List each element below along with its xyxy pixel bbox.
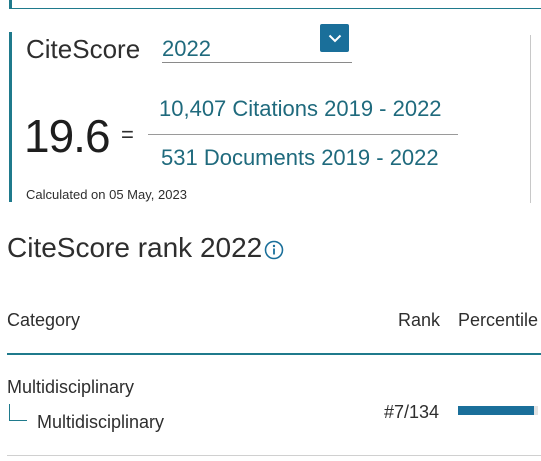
table-bottom-rule [7, 455, 541, 456]
citescore-value: 19.6 [24, 110, 111, 162]
sub-category: Multidisciplinary [37, 412, 165, 432]
citations-link[interactable]: 10,407 Citations 2019 - 2022 [159, 96, 442, 121]
rank-section-title: CiteScore rank 2022 [7, 232, 263, 263]
citescore-panel [9, 32, 541, 202]
percentile-bar [458, 406, 538, 415]
equals-sign: = [121, 122, 134, 147]
column-header-category: Category [7, 310, 81, 330]
panel-divider [530, 35, 531, 203]
parent-category: Multidisciplinary [7, 377, 135, 397]
rank-value: #7/134 [384, 402, 440, 422]
fraction-line [148, 134, 458, 135]
chevron-down-icon[interactable] [320, 24, 349, 52]
year-select-value: 2022 [162, 36, 211, 61]
column-header-rank: Rank [398, 310, 441, 330]
calculated-date-note: Calculated on 05 May, 2023 [26, 187, 187, 202]
info-icon[interactable] [264, 240, 284, 260]
column-header-percentile: Percentile [458, 310, 539, 330]
documents-link[interactable]: 531 Documents 2019 - 2022 [161, 145, 439, 170]
citescore-label: CiteScore [26, 34, 141, 64]
percentile-bar-fill [458, 406, 534, 415]
tree-connector-icon [9, 404, 27, 421]
table-header-rule [7, 353, 541, 355]
year-select[interactable]: 2022 [162, 24, 352, 63]
previous-panel-frame [9, 0, 541, 9]
